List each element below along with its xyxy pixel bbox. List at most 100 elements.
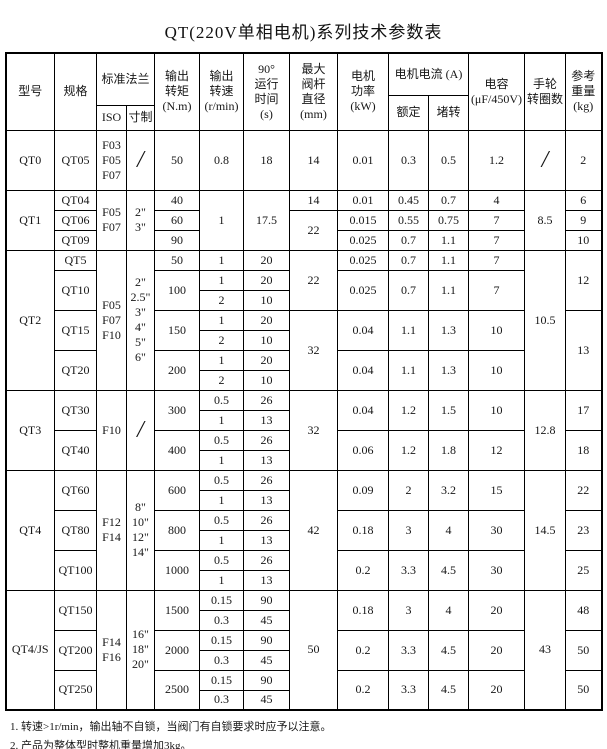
- table-cell: 0.18: [337, 589, 389, 631]
- table-cell: QT80: [54, 509, 97, 551]
- header-iso: ISO: [96, 104, 127, 131]
- table-cell: QT150: [54, 589, 97, 631]
- table-cell: 15: [468, 469, 525, 511]
- table-cell: 45: [243, 649, 290, 671]
- table-cell: 0.5: [428, 129, 469, 191]
- table-cell: 0.5: [199, 509, 244, 531]
- table-cell: 0.2: [337, 669, 389, 711]
- table-cell: 0.7: [388, 229, 429, 251]
- table-cell: QT2: [5, 249, 55, 391]
- table-cell: 43: [524, 589, 566, 711]
- table-cell: 2" 2.5" 3" 4" 5" 6": [126, 249, 155, 391]
- table-cell: 1500: [154, 589, 200, 631]
- table-row: QT20 200 1 20 0.04 1.1 1.3 10: [6, 349, 602, 391]
- table-cell: 0.75: [428, 209, 469, 231]
- table-row: QT06 60 22 0.015 0.55 0.75 7 9: [6, 209, 602, 251]
- header-weight: 参考 重量 (kg): [565, 52, 602, 131]
- table-cell: 0.45: [388, 189, 429, 211]
- table-row: 2 10: [6, 289, 602, 311]
- table-row: QT10 100 1 20 0.025 0.7 1.1 7: [6, 269, 602, 311]
- table-cell: 0.8: [199, 129, 244, 191]
- table-cell: 17: [565, 389, 602, 431]
- table-cell: 0.025: [337, 249, 389, 271]
- table-cell: 4: [428, 509, 469, 551]
- table-cell: 50: [565, 669, 602, 711]
- footnote-2: 2. 产品为整体型时整机重量增加3kg。: [10, 739, 192, 749]
- table-cell: 2: [565, 129, 602, 191]
- table-cell: 3: [388, 589, 429, 631]
- table-cell: 1000: [154, 549, 200, 591]
- table-cell: 300: [154, 389, 200, 431]
- table-row: QT200 2000 0.15 90 0.2 3.3 4.5 20 50: [6, 629, 602, 671]
- footnotes: 1. 转速>1r/min，输出轴不自锁，当阀门有自锁要求时应予以注意。 2. 产…: [10, 718, 607, 749]
- table-cell: 10: [243, 329, 290, 351]
- table-cell: 10: [468, 389, 525, 431]
- table-cell: 1.1: [428, 249, 469, 271]
- table-cell: 50: [565, 629, 602, 671]
- header-capacitor: 电容 (μF/450V): [468, 52, 525, 131]
- table-cell: QT30: [54, 389, 97, 431]
- table-row: QT2 QT5 F05 F07 F10 2" 2.5" 3" 4" 5" 6" 50 1 2…: [5, 249, 602, 391]
- table-cell: 14: [289, 129, 338, 191]
- table-row: 0.3 45: [6, 609, 602, 631]
- table-cell: 18: [243, 129, 290, 191]
- table-cell: 16" 18" 20": [126, 589, 155, 711]
- table-cell: 1.5: [428, 389, 469, 431]
- table-cell: QT60: [54, 469, 97, 511]
- table-cell: 1: [199, 189, 244, 251]
- table-cell: 0.5: [199, 389, 244, 411]
- table-cell: 0.04: [337, 349, 389, 391]
- header-flange: 标准法兰: [96, 52, 155, 106]
- table-cell: QT20: [54, 349, 97, 391]
- table-cell: 17.5: [243, 189, 290, 251]
- table-cell: 0.01: [337, 189, 389, 211]
- table-cell: QT5: [54, 249, 97, 271]
- table-cell: 20: [468, 629, 525, 671]
- table-row: QT4/JS QT150 F14 F16 16" 18" 20" 1500 0.15 90 5…: [5, 589, 602, 711]
- table-cell: 13: [243, 449, 290, 471]
- table-cell: 0.5: [199, 429, 244, 451]
- table-cell: 0.15: [199, 629, 244, 651]
- table-cell: 26: [243, 389, 290, 411]
- table-cell: 1.1: [388, 349, 429, 391]
- table-cell: 1: [199, 489, 244, 511]
- table-row: 2 10: [6, 329, 602, 351]
- header-spec: 规格: [54, 52, 97, 131]
- table-cell: 42: [289, 469, 338, 591]
- table-cell: 26: [243, 509, 290, 531]
- table-row: QT0 QT05 F03 F05 F07/50 0.8 18 14 0.01 0.3 0.5 1.…: [5, 129, 602, 191]
- table-cell: QT09: [54, 229, 97, 251]
- table-cell: 50: [289, 589, 338, 711]
- table-cell: 90: [154, 229, 200, 251]
- header-power: 电机 功率 (kW): [337, 52, 389, 131]
- slash-cell: /: [524, 129, 566, 191]
- table-cell: QT0: [5, 129, 55, 191]
- table-cell: QT200: [54, 629, 97, 671]
- table-cell: 4: [468, 189, 525, 211]
- table-cell: 7: [468, 269, 525, 311]
- table-cell: 0.15: [199, 669, 244, 691]
- table-cell: 0.04: [337, 389, 389, 431]
- table-cell: 22: [289, 209, 338, 251]
- table-cell: QT3: [5, 389, 55, 471]
- table-row: QT3 QT30 F10/300 0.5 26 32 0.04 1.2 1.5 10 12.8 17: [5, 389, 602, 471]
- table-cell: QT40: [54, 429, 97, 471]
- table-cell: 3.2: [428, 469, 469, 511]
- header-inch: 寸制: [126, 104, 155, 131]
- table-cell: 1: [199, 569, 244, 591]
- footnote-1: 1. 转速>1r/min，输出轴不自锁，当阀门有自锁要求时应予以注意。: [10, 721, 332, 733]
- header-row: 型号 规格 标准法兰 输出 转矩 (N.m) 输出 转速 (r/min) 90°…: [5, 52, 602, 131]
- table-cell: 20: [243, 309, 290, 331]
- table-cell: 32: [289, 309, 338, 391]
- table-cell: 8.5: [524, 189, 566, 251]
- table-cell: 6: [565, 189, 602, 211]
- table-cell: 10.5: [524, 249, 566, 391]
- table-row: 1 13: [6, 569, 602, 591]
- table-cell: 1: [199, 249, 244, 271]
- table-cell: 0.18: [337, 509, 389, 551]
- table-cell: 0.5: [199, 549, 244, 571]
- table-cell: 10: [243, 369, 290, 391]
- table-cell: 0.15: [199, 589, 244, 611]
- table-cell: 0.025: [337, 269, 389, 311]
- table-cell: 1.2: [388, 429, 429, 471]
